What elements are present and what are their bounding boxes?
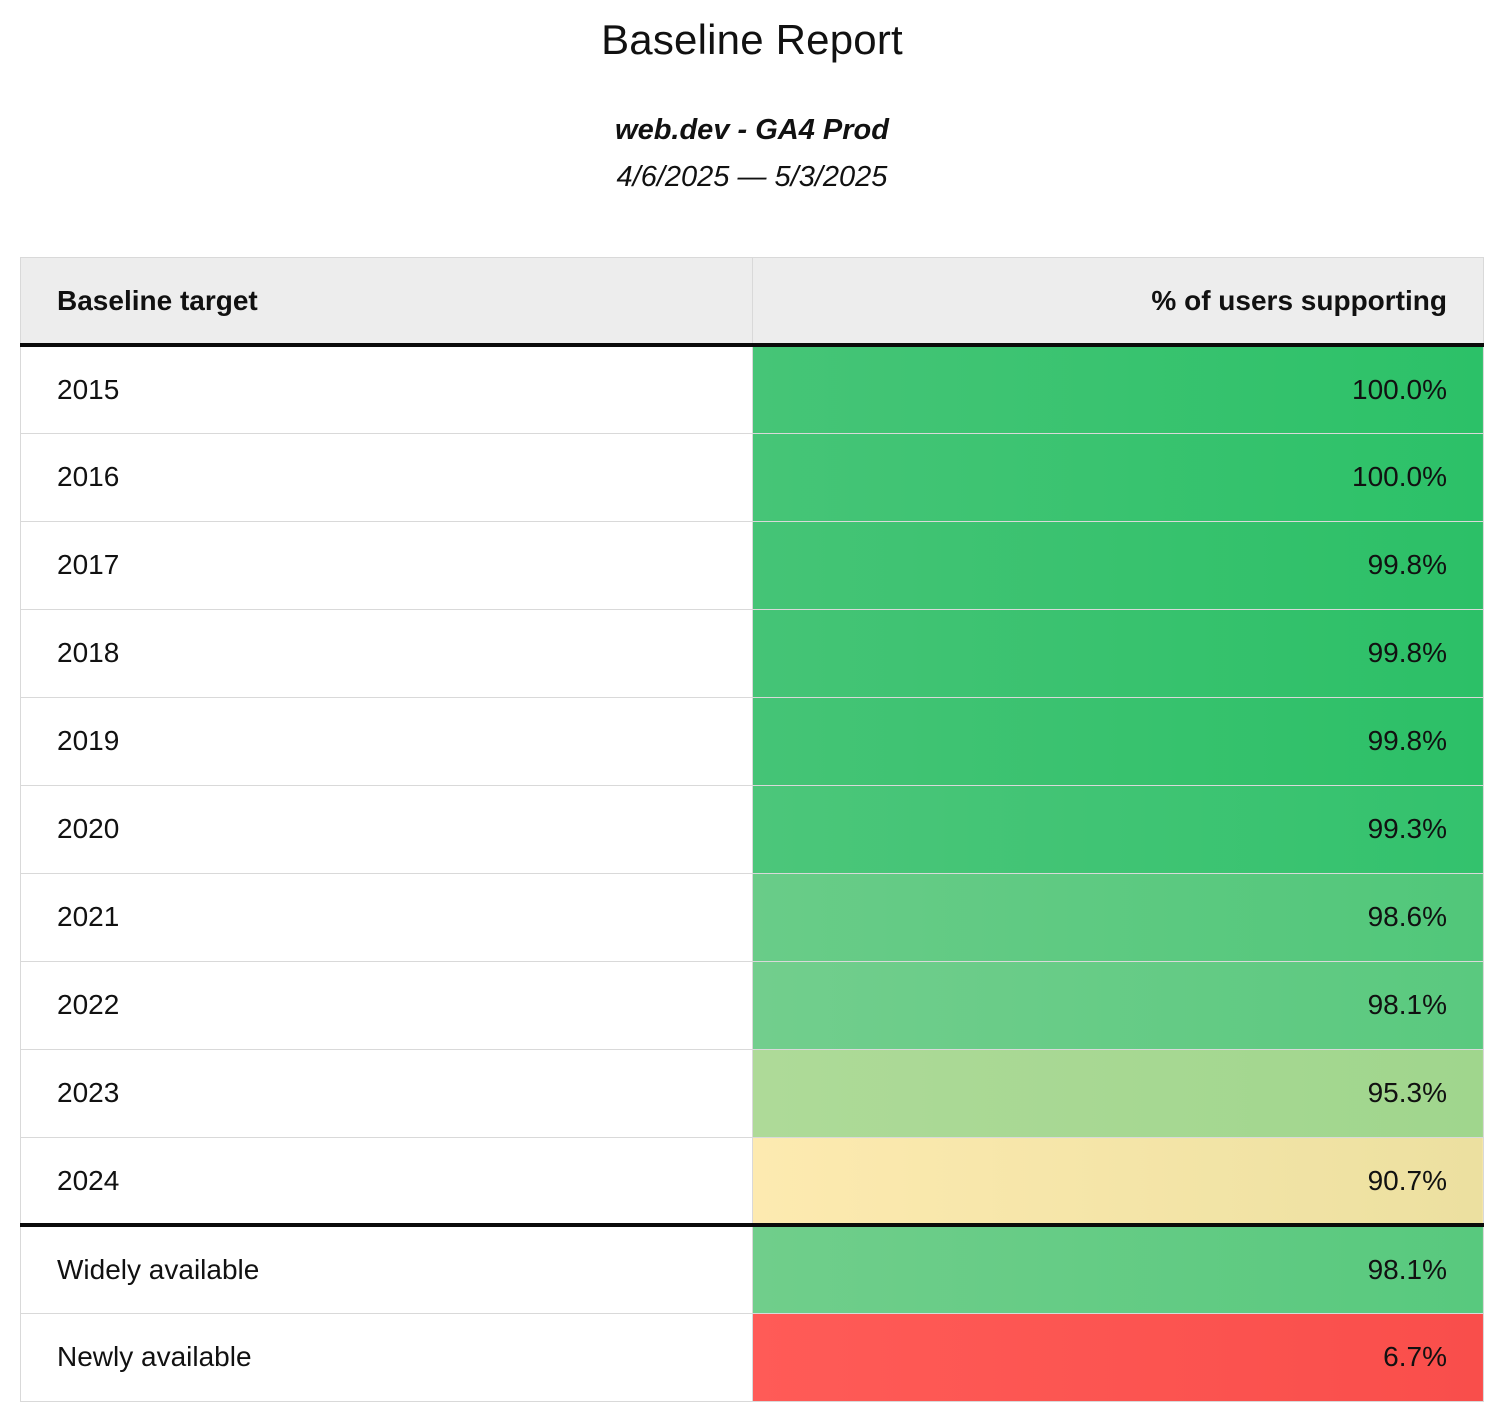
table-row: 2024 90.7% [20,1136,1484,1226]
percent-users-supporting-cell: 99.8% [751,608,1484,698]
baseline-target-cell: 2019 [20,696,753,786]
report-property-name: web.dev - GA4 Prod [615,114,889,147]
table-row: Newly available 6.7% [20,1312,1484,1402]
baseline-report-table: Baseline target % of users supporting 20… [20,256,1484,1402]
baseline-target-cell: 2023 [20,1048,753,1138]
table-row: 2023 95.3% [20,1048,1484,1138]
baseline-target-cell: 2021 [20,872,753,962]
percent-users-supporting-cell: 100.0% [751,344,1484,434]
baseline-target-cell: Newly available [20,1312,753,1402]
percent-users-supporting-cell: 99.3% [751,784,1484,874]
baseline-target-cell: 2022 [20,960,753,1050]
table-row: Widely available 98.1% [20,1223,1484,1314]
table-row: 2022 98.1% [20,960,1484,1050]
baseline-target-cell: 2015 [20,344,753,434]
percent-users-supporting-cell: 100.0% [751,432,1484,522]
page-title: Baseline Report [601,16,903,63]
baseline-target-cell: Widely available [20,1223,753,1314]
percent-users-supporting-cell: 98.1% [751,1223,1484,1314]
table-row: 2019 99.8% [20,696,1484,786]
baseline-target-cell: 2020 [20,784,753,874]
percent-users-supporting-cell: 6.7% [751,1312,1484,1402]
report-table-body: 2015 100.0% 2016 100.0% 2017 99.8% 2018 99.8% 20… [20,344,1484,1402]
percent-users-supporting-cell: 90.7% [751,1136,1484,1226]
table-row: 2017 99.8% [20,520,1484,610]
baseline-target-cell: 2024 [20,1136,753,1226]
table-row: 2021 98.6% [20,872,1484,962]
percent-users-supporting-cell: 99.8% [751,696,1484,786]
report-date-range: 4/6/2025 — 5/3/2025 [616,160,888,193]
baseline-target-cell: 2016 [20,432,753,522]
percent-users-supporting-cell: 98.1% [751,960,1484,1050]
column-header-baseline-target: Baseline target [20,256,753,348]
baseline-target-cell: 2017 [20,520,753,610]
table-row: 2020 99.3% [20,784,1484,874]
percent-users-supporting-cell: 95.3% [751,1048,1484,1138]
baseline-target-cell: 2018 [20,608,753,698]
percent-users-supporting-cell: 98.6% [751,872,1484,962]
column-header-percent-users-supporting: % of users supporting [751,256,1484,348]
table-header: Baseline target % of users supporting [20,256,1484,348]
table-row: 2018 99.8% [20,608,1484,698]
report-header: Baseline Report web.dev - GA4 Prod 4/6/2… [0,16,1504,194]
table-header-row: Baseline target % of users supporting [20,256,1484,348]
table-row: 2016 100.0% [20,432,1484,522]
table-row: 2015 100.0% [20,344,1484,434]
percent-users-supporting-cell: 99.8% [751,520,1484,610]
